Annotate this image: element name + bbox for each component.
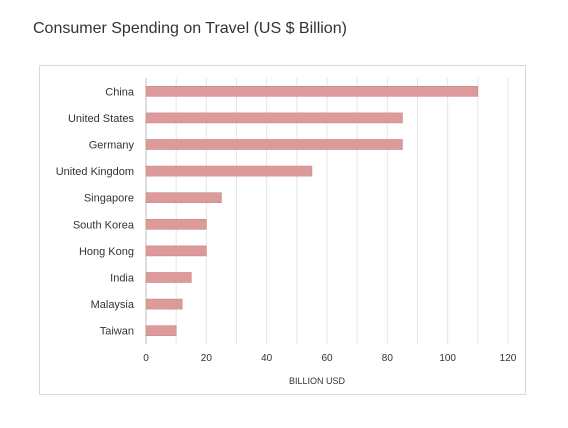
bar (145, 112, 403, 124)
category-label: India (110, 273, 135, 285)
page-title: Consumer Spending on Travel (US $ Billio… (33, 20, 347, 37)
category-label: Taiwan (100, 326, 134, 338)
bar (145, 272, 192, 283)
category-label: Hong Kong (79, 246, 134, 258)
x-tick-label: 80 (382, 353, 394, 364)
bar (145, 139, 403, 150)
x-tick-label: 120 (500, 353, 517, 364)
x-tick-label: 20 (201, 353, 213, 364)
bar (145, 165, 313, 177)
chart-frame (39, 65, 526, 395)
x-tick-label: 100 (439, 353, 456, 364)
bar (145, 219, 207, 230)
category-label: Malaysia (91, 299, 135, 311)
x-tick-label: 60 (321, 353, 333, 364)
x-axis-title: BILLION USD (289, 376, 346, 386)
bar (145, 192, 222, 203)
category-label: United States (68, 113, 135, 125)
bar (145, 298, 183, 310)
category-label: Singapore (84, 193, 134, 205)
category-label: South Korea (73, 219, 135, 231)
x-tick-label: 40 (261, 353, 273, 364)
bar (145, 245, 207, 257)
x-tick-label: 0 (143, 353, 149, 364)
category-label: Germany (89, 140, 135, 152)
bar (145, 325, 177, 337)
category-label: China (105, 86, 135, 98)
category-label: United Kingdom (56, 166, 134, 178)
bar (145, 86, 479, 97)
